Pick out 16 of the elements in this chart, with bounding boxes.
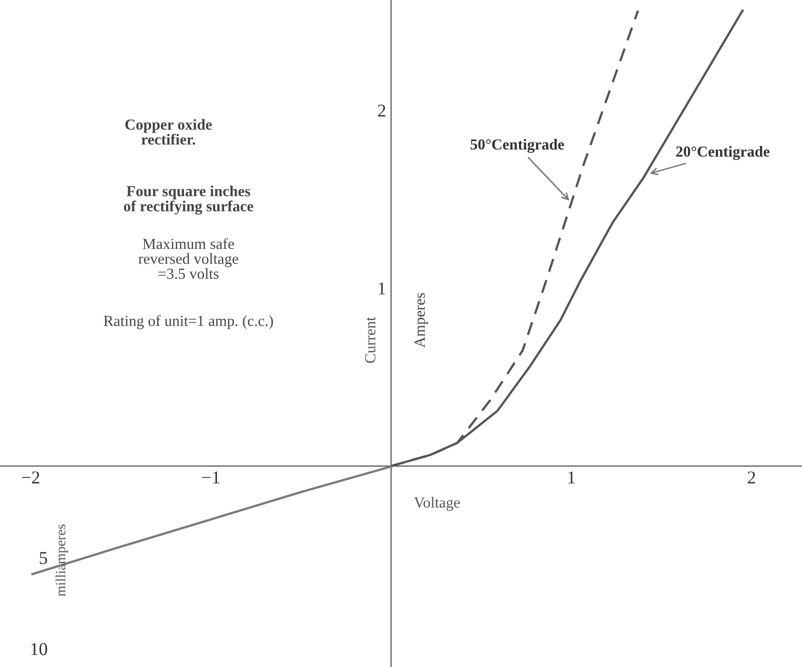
annotation: Maximum safe reversed voltage =3.5 volts — [138, 238, 238, 279]
y2-tick-label: 5 — [40, 552, 48, 564]
series-label: 20°Centigrade — [676, 146, 770, 160]
annotation: Copper oxide rectifier. — [125, 119, 212, 145]
x-tick-label: −2 — [22, 471, 40, 484]
y2-axis-title: milliamperes — [56, 524, 68, 596]
x-tick-label: 1 — [568, 471, 575, 484]
annotation: Amperes — [414, 293, 428, 348]
annotation: Rating of unit=1 amp. (c.c.) — [104, 315, 273, 330]
x-tick-label: −1 — [202, 471, 220, 484]
y-axis-title: Current — [365, 316, 376, 363]
x-tick-label: 2 — [748, 471, 756, 484]
x-axis-title: Voltage — [414, 496, 460, 511]
annotation: Four square inches of rectifying surface — [124, 186, 254, 215]
y2-tick-label: 10 — [31, 643, 48, 656]
series-label: 50°Centigrade — [470, 138, 564, 153]
